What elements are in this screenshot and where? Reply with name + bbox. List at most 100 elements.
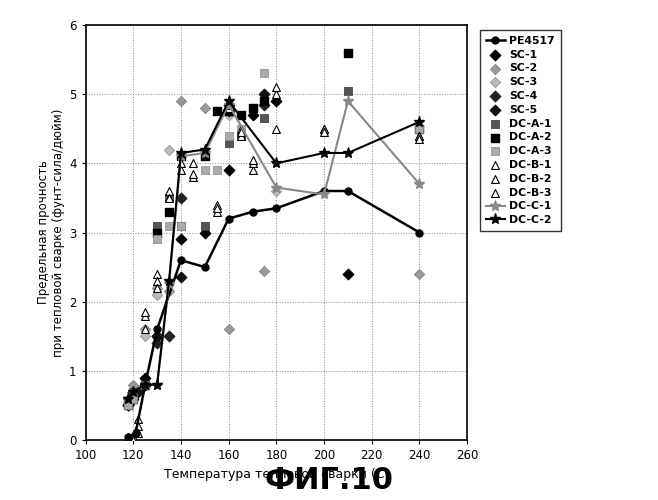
DC-C-1	[165, 282, 173, 288]
SC-4	[128, 388, 139, 396]
DC-A-3	[199, 166, 210, 174]
DC-A-2	[415, 125, 425, 133]
DC-B-2	[164, 187, 174, 195]
SC-5	[259, 90, 270, 98]
DC-A-2	[128, 394, 139, 402]
SC-1	[176, 236, 186, 244]
DC-A-3	[123, 402, 134, 409]
DC-C-1	[141, 382, 149, 388]
DC-B-3	[128, 436, 139, 444]
SC-4	[164, 332, 174, 340]
DC-B-1	[211, 208, 222, 216]
DC-A-2	[236, 111, 246, 119]
DC-B-3	[140, 308, 151, 316]
DC-C-1	[124, 396, 132, 402]
SC-2	[199, 104, 210, 112]
Text: ФИГ.10: ФИГ.10	[265, 466, 393, 495]
SC-3	[271, 187, 282, 195]
SC-3	[223, 111, 234, 119]
DC-C-1	[153, 382, 161, 388]
Legend: PE4517, SC-1, SC-2, SC-3, SC-4, SC-5, DC-A-1, DC-A-2, DC-A-3, DC-B-1, DC-B-2, DC: PE4517, SC-1, SC-2, SC-3, SC-4, SC-5, DC…	[480, 30, 561, 230]
SC-1	[223, 166, 234, 174]
DC-B-1	[128, 432, 139, 440]
DC-B-2	[236, 125, 246, 133]
SC-2	[140, 326, 151, 334]
DC-A-1	[236, 132, 246, 140]
DC-B-2	[133, 422, 143, 430]
DC-A-2	[152, 228, 163, 236]
DC-B-1	[123, 432, 134, 440]
DC-B-2	[271, 84, 282, 92]
SC-1	[271, 97, 282, 105]
PE4517	[201, 264, 209, 270]
DC-A-1	[152, 222, 163, 230]
DC-B-3	[133, 429, 143, 437]
DC-B-3	[247, 156, 258, 164]
SC-1	[152, 332, 163, 340]
DC-B-3	[223, 100, 234, 108]
DC-C-1	[129, 388, 138, 394]
DC-B-2	[211, 201, 222, 209]
SC-3	[164, 146, 174, 154]
DC-B-3	[211, 204, 222, 212]
DC-C-2	[177, 150, 185, 156]
SC-2	[164, 288, 174, 296]
X-axis label: Температура тепловой сварки (С): Температура тепловой сварки (С)	[164, 468, 389, 480]
Y-axis label: Предельная прочность
при тепловой сварке (фунт-сила/дюйм): Предельная прочность при тепловой сварке…	[37, 108, 65, 356]
SC-2	[223, 326, 234, 334]
DC-C-2	[320, 150, 328, 156]
SC-3	[176, 194, 186, 202]
DC-A-1	[123, 402, 134, 409]
DC-A-3	[176, 222, 186, 230]
SC-3	[123, 394, 134, 402]
SC-5	[223, 100, 234, 108]
DC-B-3	[415, 135, 425, 143]
DC-A-2	[164, 208, 174, 216]
SC-4	[152, 339, 163, 347]
DC-C-2	[129, 388, 138, 394]
DC-B-2	[123, 432, 134, 440]
DC-C-2	[141, 382, 149, 388]
SC-3	[128, 388, 139, 396]
PE4517	[132, 430, 139, 436]
DC-A-2	[343, 48, 353, 56]
DC-C-2	[224, 98, 233, 104]
DC-B-2	[152, 277, 163, 285]
DC-C-1	[272, 184, 280, 190]
PE4517	[249, 209, 257, 215]
SC-5	[140, 380, 151, 388]
DC-A-2	[247, 104, 258, 112]
DC-A-1	[343, 86, 353, 94]
DC-C-2	[165, 278, 173, 284]
DC-A-3	[236, 125, 246, 133]
DC-A-1	[259, 114, 270, 122]
SC-4	[140, 380, 151, 388]
DC-B-1	[152, 270, 163, 278]
SC-4	[223, 108, 234, 116]
DC-B-1	[318, 125, 329, 133]
DC-B-1	[164, 194, 174, 202]
DC-A-2	[211, 108, 222, 116]
DC-B-1	[176, 152, 186, 160]
SC-1	[247, 111, 258, 119]
DC-B-2	[140, 312, 151, 320]
Line: PE4517: PE4517	[125, 188, 423, 440]
DC-C-1	[201, 150, 209, 156]
DC-B-2	[188, 173, 198, 181]
DC-A-1	[223, 138, 234, 146]
DC-C-1	[177, 154, 185, 160]
DC-C-1	[416, 181, 424, 187]
DC-B-1	[140, 326, 151, 334]
DC-C-1	[224, 102, 233, 107]
DC-A-1	[199, 222, 210, 230]
PE4517	[320, 188, 328, 194]
DC-B-3	[152, 284, 163, 292]
DC-A-2	[176, 152, 186, 160]
PE4517	[224, 216, 233, 222]
SC-4	[123, 402, 134, 409]
Line: DC-C-2: DC-C-2	[123, 96, 425, 404]
SC-1	[128, 388, 139, 396]
DC-C-1	[344, 98, 352, 104]
DC-B-2	[247, 160, 258, 168]
DC-C-2	[153, 382, 161, 388]
